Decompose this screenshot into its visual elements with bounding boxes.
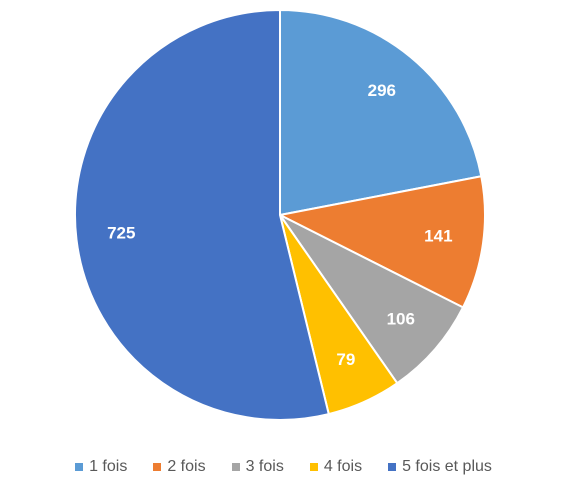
pie-slice — [74, 8, 330, 421]
legend-item: 4 fois — [309, 458, 363, 476]
legend-swatch — [153, 463, 162, 471]
chart: 296 141 106 79 725 — [74, 8, 486, 421]
legend-item: 2 fois — [153, 458, 206, 476]
value-label: 106 — [387, 309, 415, 328]
pie-slice — [279, 8, 483, 217]
legend-item: 3 fois — [231, 458, 284, 476]
legend-label: 5 fois et plus — [402, 458, 492, 475]
legend-label: 3 fois — [245, 458, 284, 475]
pie-slice — [276, 175, 486, 309]
legend-item: 1 fois — [75, 458, 127, 476]
value-label: 141 — [424, 227, 452, 246]
value-label: 725 — [107, 224, 135, 243]
legend-swatch — [75, 463, 84, 471]
value-label: 296 — [368, 81, 396, 100]
legend-label: 1 fois — [89, 458, 128, 475]
legend-label: 2 fois — [167, 458, 206, 475]
legend: 1 fois 2 fois 3 fois 4 fois 5 fois et plus — [0, 458, 567, 476]
legend-label: 4 fois — [323, 458, 363, 475]
value-label: 79 — [336, 350, 355, 369]
legend-item: 5 fois et plus — [388, 458, 492, 476]
legend-swatch — [388, 463, 397, 471]
legend-swatch — [309, 463, 318, 471]
pie-slice — [279, 214, 465, 385]
legend-swatch — [231, 463, 240, 471]
